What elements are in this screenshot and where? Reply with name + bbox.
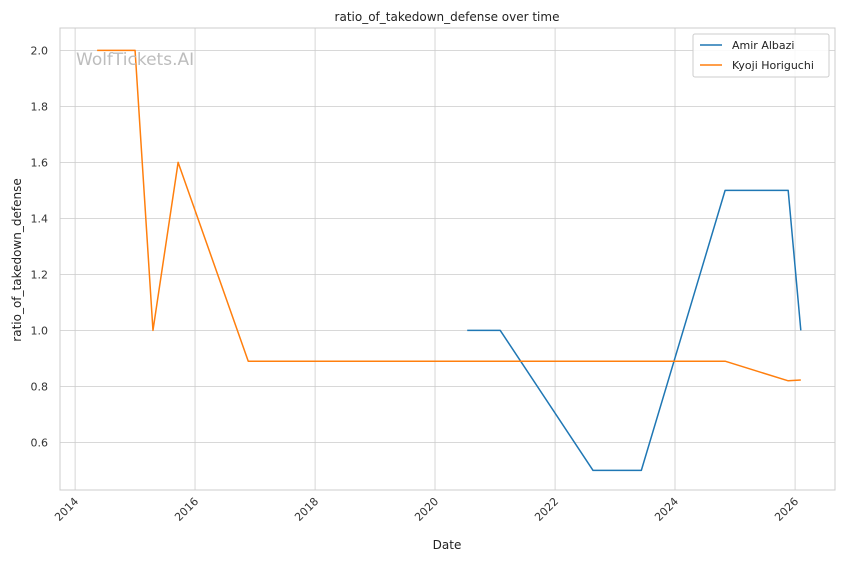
series-line-kyoji-horiguchi: [97, 49, 801, 382]
x-tick-labels: 2014 2016 2018 2020 2022 2024 2026: [52, 495, 801, 524]
y-tick-labels: 0.6 0.8 1.0 1.2 1.4 1.6 1.8 2.0: [31, 44, 49, 449]
chart-title: ratio_of_takedown_defense over time: [335, 10, 560, 24]
y-tick-label: 1.6: [31, 156, 49, 169]
plot-frame: [59, 27, 836, 491]
grid-lines: [60, 28, 835, 490]
y-tick-label: 0.8: [31, 380, 49, 393]
legend-label-kyoji-horiguchi: Kyoji Horiguchi: [732, 59, 814, 72]
legend: Amir Albazi Kyoji Horiguchi: [692, 33, 830, 78]
x-tick-label: 2024: [652, 495, 681, 524]
y-tick-label: 0.6: [31, 436, 49, 449]
series-lines: [97, 49, 802, 472]
y-tick-label: 2.0: [31, 44, 49, 57]
watermark: WolfTickets.AI: [76, 50, 194, 70]
y-tick-label: 1.4: [31, 212, 49, 225]
series-line-amir-albazi: [467, 189, 802, 472]
x-tick-label: 2026: [772, 495, 801, 524]
x-tick-label: 2014: [52, 495, 81, 524]
y-tick-label: 1.2: [31, 268, 49, 281]
y-tick-label: 1.8: [31, 100, 49, 113]
x-tick-label: 2022: [532, 495, 561, 524]
x-tick-label: 2020: [412, 495, 441, 524]
x-tick-label: 2016: [172, 495, 201, 524]
y-axis-label: ratio_of_takedown_defense: [10, 178, 24, 341]
y-tick-label: 1.0: [31, 324, 49, 337]
legend-label-amir-albazi: Amir Albazi: [732, 39, 794, 52]
legend-box: [692, 33, 830, 78]
x-axis-label: Date: [433, 538, 462, 552]
x-tick-label: 2018: [292, 495, 321, 524]
